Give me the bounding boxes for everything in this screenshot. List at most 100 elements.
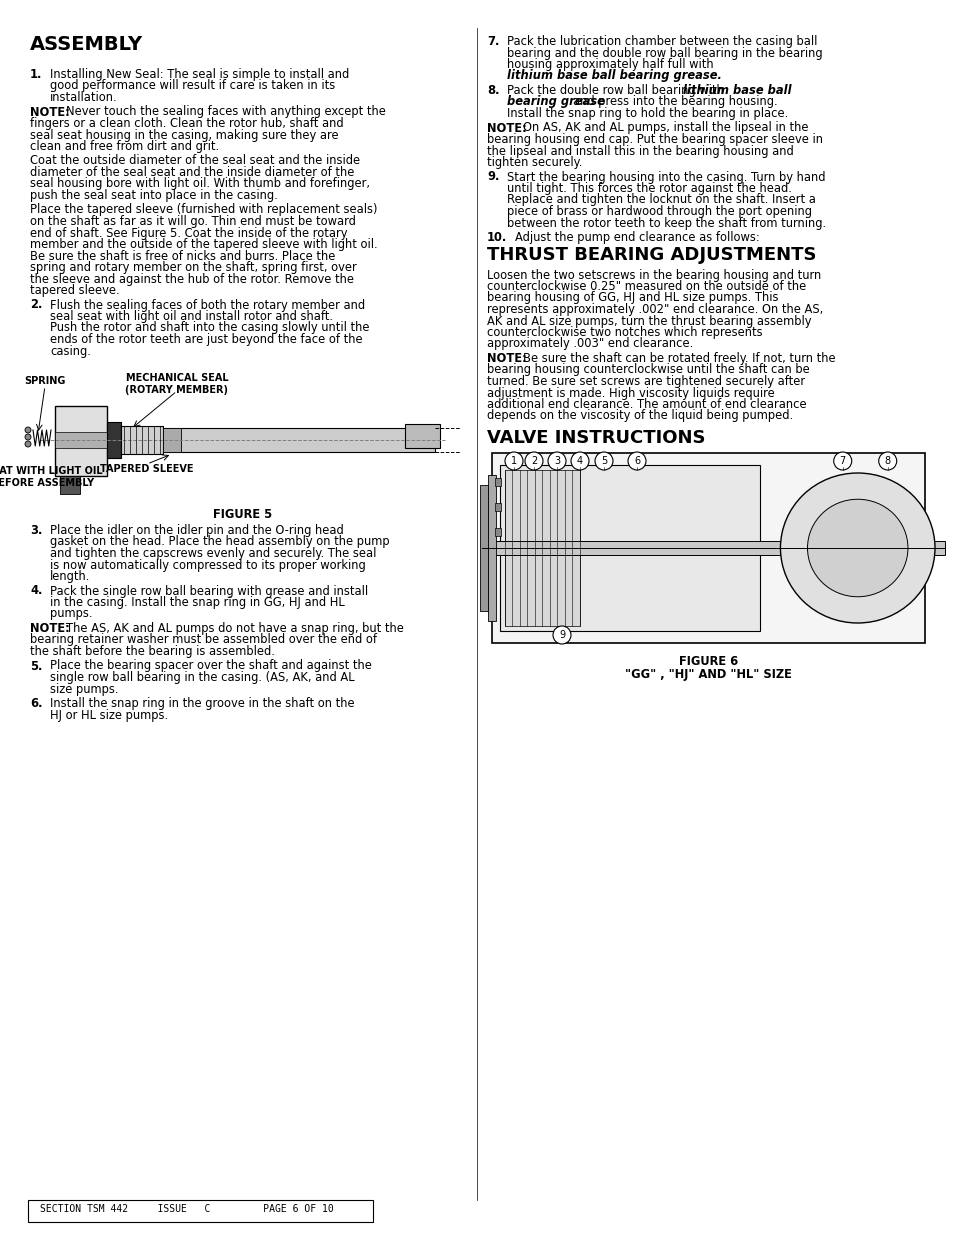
Text: seal housing bore with light oil. With thumb and forefinger,: seal housing bore with light oil. With t… [30, 178, 370, 190]
Text: until tight. This forces the rotor against the head.: until tight. This forces the rotor again… [506, 182, 791, 195]
Bar [492, 453, 924, 643]
Text: NOTE:: NOTE: [30, 105, 70, 119]
Text: Installing New Seal: The seal is simple to install and: Installing New Seal: The seal is simple … [50, 68, 349, 82]
Text: in the casing. Install the snap ring in GG, HJ and HL: in the casing. Install the snap ring in … [50, 597, 344, 609]
Text: Never touch the sealing faces with anything except the: Never touch the sealing faces with anyth… [66, 105, 385, 119]
Text: SECTION TSM 442     ISSUE   C         PAGE 6 OF 10: SECTION TSM 442 ISSUE C PAGE 6 OF 10 [40, 1204, 334, 1214]
Text: seal seat housing in the casing, making sure they are: seal seat housing in the casing, making … [30, 128, 338, 142]
Text: additional end clearance. The amount of end clearance: additional end clearance. The amount of … [486, 398, 806, 411]
Text: 7.: 7. [486, 35, 498, 48]
Text: 8.: 8. [486, 84, 499, 98]
Text: "GG" , "HJ" AND "HL" SIZE: "GG" , "HJ" AND "HL" SIZE [624, 668, 791, 680]
Text: FIGURE 5: FIGURE 5 [213, 508, 272, 521]
Text: approximately .003" end clearance.: approximately .003" end clearance. [486, 337, 693, 351]
Text: 3: 3 [554, 456, 559, 466]
Text: 1.: 1. [30, 68, 42, 82]
Text: Pack the single row ball bearing with grease and install: Pack the single row ball bearing with gr… [50, 584, 368, 598]
Text: NOTE:: NOTE: [486, 121, 526, 135]
Text: Adjust the pump end clearance as follows:: Adjust the pump end clearance as follows… [515, 231, 759, 245]
Text: 9: 9 [558, 630, 564, 640]
Text: and tighten the capscrews evenly and securely. The seal: and tighten the capscrews evenly and sec… [50, 547, 376, 559]
Text: pumps.: pumps. [50, 608, 92, 620]
Text: Be sure the shaft can be rotated freely. If not, turn the: Be sure the shaft can be rotated freely.… [522, 352, 835, 366]
Text: THRUST BEARING ADJUSTMENTS: THRUST BEARING ADJUSTMENTS [486, 247, 816, 264]
Text: ends of the rotor teeth are just beyond the face of the: ends of the rotor teeth are just beyond … [50, 333, 362, 346]
Bar [121, 426, 163, 454]
Text: 5: 5 [600, 456, 606, 466]
Text: adjustment is made. High viscosity liquids require: adjustment is made. High viscosity liqui… [486, 387, 774, 399]
Bar [163, 429, 181, 452]
Text: The AS, AK and AL pumps do not have a snap ring, but the: The AS, AK and AL pumps do not have a sn… [66, 622, 403, 635]
Bar [499, 466, 760, 631]
Text: 6: 6 [634, 456, 639, 466]
Text: 7: 7 [839, 456, 845, 466]
Text: 2: 2 [530, 456, 537, 466]
Text: 5.: 5. [30, 659, 42, 673]
Bar [495, 541, 944, 555]
Text: the sleeve and against the hub of the rotor. Remove the: the sleeve and against the hub of the ro… [30, 273, 354, 285]
Text: 10.: 10. [486, 231, 507, 245]
Circle shape [25, 441, 30, 447]
Text: size pumps.: size pumps. [50, 683, 118, 695]
Bar [55, 432, 107, 448]
Text: piece of brass or hardwood through the port opening: piece of brass or hardwood through the p… [506, 205, 811, 219]
Bar [495, 529, 500, 536]
Text: Install the snap ring to hold the bearing in place.: Install the snap ring to hold the bearin… [506, 107, 787, 120]
Bar [495, 503, 500, 511]
Text: bearing and the double row ball bearing in the bearing: bearing and the double row ball bearing … [506, 47, 821, 59]
Bar [55, 406, 107, 475]
Text: bearing housing counterclockwise until the shaft can be: bearing housing counterclockwise until t… [486, 363, 809, 377]
Text: the lipseal and install this in the bearing housing and: the lipseal and install this in the bear… [486, 144, 793, 158]
Text: length.: length. [50, 571, 91, 583]
Text: seal seat with light oil and install rotor and shaft.: seal seat with light oil and install rot… [50, 310, 333, 324]
Bar [495, 478, 500, 487]
Text: depends on the viscosity of the liquid being pumped.: depends on the viscosity of the liquid b… [486, 410, 792, 422]
Text: Place the bearing spacer over the shaft and against the: Place the bearing spacer over the shaft … [50, 659, 372, 673]
Text: counterclockwise two notches which represents: counterclockwise two notches which repre… [486, 326, 761, 338]
Text: HJ or HL size pumps.: HJ or HL size pumps. [50, 709, 168, 721]
Bar [107, 422, 121, 458]
Text: lithium base ball bearing grease.: lithium base ball bearing grease. [506, 69, 721, 83]
Text: 4.: 4. [30, 584, 42, 598]
Text: COAT WITH LIGHT OIL
BEFORE ASSEMBLY: COAT WITH LIGHT OIL BEFORE ASSEMBLY [0, 466, 102, 488]
Text: Loosen the two setscrews in the bearing housing and turn: Loosen the two setscrews in the bearing … [486, 268, 821, 282]
Text: 9.: 9. [486, 170, 498, 184]
Text: Push the rotor and shaft into the casing slowly until the: Push the rotor and shaft into the casing… [50, 321, 369, 335]
Text: is now automatically compressed to its proper working: is now automatically compressed to its p… [50, 558, 365, 572]
Text: on the shaft as far as it will go. Thin end must be toward: on the shaft as far as it will go. Thin … [30, 215, 355, 228]
Text: 2.: 2. [30, 299, 42, 311]
Text: and press into the bearing housing.: and press into the bearing housing. [573, 95, 778, 109]
Text: Start the bearing housing into the casing. Turn by hand: Start the bearing housing into the casin… [506, 170, 824, 184]
Text: single row ball bearing in the casing. (AS, AK, and AL: single row ball bearing in the casing. (… [50, 671, 355, 684]
Text: NOTE:: NOTE: [486, 352, 526, 366]
Text: Be sure the shaft is free of nicks and burrs. Place the: Be sure the shaft is free of nicks and b… [30, 249, 335, 263]
Bar [100, 429, 435, 452]
Text: 4: 4 [577, 456, 582, 466]
Text: Place the tapered sleeve (furnished with replacement seals): Place the tapered sleeve (furnished with… [30, 204, 377, 216]
Text: lithium base ball: lithium base ball [682, 84, 791, 98]
Text: housing approximately half full with: housing approximately half full with [506, 58, 713, 70]
Circle shape [25, 427, 30, 433]
Circle shape [524, 452, 542, 471]
Text: represents approximately .002" end clearance. On the AS,: represents approximately .002" end clear… [486, 303, 822, 316]
Bar [60, 475, 80, 494]
Circle shape [595, 452, 613, 471]
Circle shape [25, 433, 30, 440]
Circle shape [553, 626, 571, 643]
Text: On AS, AK and AL pumps, install the lipseal in the: On AS, AK and AL pumps, install the lips… [522, 121, 807, 135]
Text: tapered sleeve.: tapered sleeve. [30, 284, 119, 296]
Text: bearing housing of GG, HJ and HL size pumps. This: bearing housing of GG, HJ and HL size pu… [486, 291, 778, 305]
Text: bearing retainer washer must be assembled over the end of: bearing retainer washer must be assemble… [30, 634, 376, 646]
Text: counterclockwise 0.25" measured on the outside of the: counterclockwise 0.25" measured on the o… [486, 280, 805, 293]
Text: fingers or a clean cloth. Clean the rotor hub, shaft and: fingers or a clean cloth. Clean the roto… [30, 117, 343, 130]
Text: bearing housing end cap. Put the bearing spacer sleeve in: bearing housing end cap. Put the bearing… [486, 133, 822, 146]
Text: between the rotor teeth to keep the shaft from turning.: between the rotor teeth to keep the shaf… [506, 216, 825, 230]
Circle shape [833, 452, 851, 471]
Text: 3.: 3. [30, 524, 42, 537]
Text: VALVE INSTRUCTIONS: VALVE INSTRUCTIONS [486, 429, 705, 447]
Ellipse shape [806, 499, 907, 597]
Bar [405, 424, 439, 448]
Circle shape [878, 452, 896, 471]
Circle shape [571, 452, 588, 471]
Text: TAPERED SLEEVE: TAPERED SLEEVE [100, 464, 193, 474]
